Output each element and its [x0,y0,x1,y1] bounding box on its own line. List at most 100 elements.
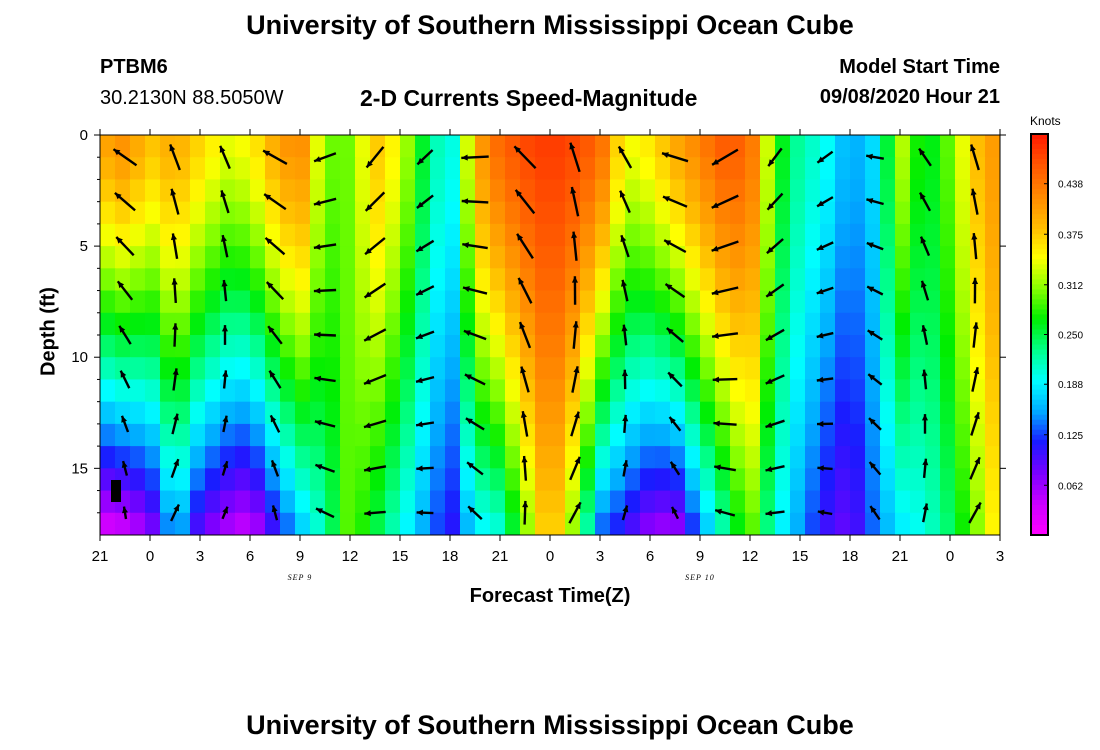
heatmap-cell [700,512,716,535]
heatmap-cell [940,268,956,292]
x-tick-label: 15 [392,548,409,565]
heatmap-cell [745,290,761,314]
current-vector-arrow [118,325,132,345]
colorbar-swatch [1031,179,1048,185]
heatmap-cell [595,246,611,269]
colorbar-swatch [1031,134,1048,140]
heatmap-cell [355,157,371,181]
colorbar-swatch [1031,189,1048,195]
current-vector-arrow [869,505,881,521]
current-vector-arrow [713,420,737,427]
heatmap-cell [610,290,626,314]
heatmap-cell [595,157,611,181]
heatmap-cell [130,335,146,358]
current-vector-arrow [270,459,280,477]
x-tick-label: 9 [696,548,704,565]
current-vector-arrow [570,411,580,437]
heatmap-cell [985,157,1000,181]
heatmap-cell [715,157,731,181]
heatmap-cell [130,379,146,403]
current-vector-arrow [868,417,882,431]
heatmap-cell [430,290,446,314]
heatmap-cell [895,401,911,425]
heatmap-cell [595,512,611,535]
heatmap-cell [640,423,656,447]
heatmap-cell [580,335,596,358]
heatmap-cell [775,157,791,181]
heatmap-cell [520,223,536,247]
current-vector-arrow [817,465,833,472]
heatmap-cell [940,157,956,181]
heatmap-cell [685,446,701,469]
heatmap-cell [310,290,326,314]
heatmap-cell [670,312,686,336]
heatmap-cell [940,290,956,314]
heatmap-cell [190,201,206,225]
colorbar-swatch [1031,484,1048,491]
heatmap-cell [685,357,701,381]
heatmap-cell [625,357,641,381]
current-vector-arrow [922,458,929,479]
heatmap-cell [760,223,776,247]
colorbar-swatch [1031,194,1048,200]
heatmap-cell [790,179,806,203]
current-vector-arrow [461,154,489,161]
heatmap-cell [115,512,131,535]
heatmap-cell [250,490,266,514]
heatmap-cell [895,179,911,203]
heatmap-cell [475,268,491,292]
heatmap-cell [325,223,341,247]
current-vector-arrow [570,186,580,217]
heatmap-cell [400,512,416,535]
chart-subtitle: 2-D Currents Speed-Magnitude [360,85,698,111]
heatmap-cell [220,246,236,269]
heatmap-cell [190,268,206,292]
heatmap-cell [880,490,896,514]
heatmap-cell [640,401,656,425]
heatmap-cell [985,357,1000,381]
heatmap-cell [280,268,296,292]
heatmap-cell [805,135,821,158]
heatmap-cell [265,246,281,269]
heatmap-cell [190,290,206,314]
heatmap-cell [730,357,746,381]
heatmap-cell [640,468,656,492]
heatmap-cell [745,357,761,381]
x-tick-label: 6 [646,548,654,565]
y-tick-label: 5 [80,238,88,255]
heatmap-cell [865,135,881,158]
colorbar-swatch [1031,204,1048,210]
heatmap-cell [910,490,926,514]
heatmap-cell [595,312,611,336]
heatmap-cell [985,290,1000,314]
heatmap-cell [865,335,881,358]
heatmap-cell [820,379,836,403]
current-vector-arrow [619,190,631,214]
heatmap-cell [655,490,671,514]
heatmap-cell [430,468,446,492]
heatmap-cell [805,268,821,292]
heatmap-cell [580,290,596,314]
heatmap-cell [190,223,206,247]
heatmap-cell [235,246,251,269]
heatmap-cell [445,468,461,492]
heatmap-cell [805,490,821,514]
heatmap-cell [790,423,806,447]
heatmap-cell [235,401,251,425]
colorbar-swatch [1031,419,1048,426]
heatmap-cell [730,312,746,336]
heatmap-cell [445,246,461,269]
scale-marker [111,480,121,502]
heatmap-cell [415,357,431,381]
current-vector-arrow [416,149,434,166]
heatmap-cell [340,423,356,447]
heatmap-cell [400,223,416,247]
heatmap-cell [355,179,371,203]
colorbar-swatch [1031,259,1048,265]
colorbar-swatch [1031,504,1048,511]
x-tick-label: 12 [342,548,359,565]
heatmap-cell [775,357,791,381]
heatmap-cell [655,201,671,225]
heatmap-cell [730,512,746,535]
heatmap-cell [535,290,551,314]
